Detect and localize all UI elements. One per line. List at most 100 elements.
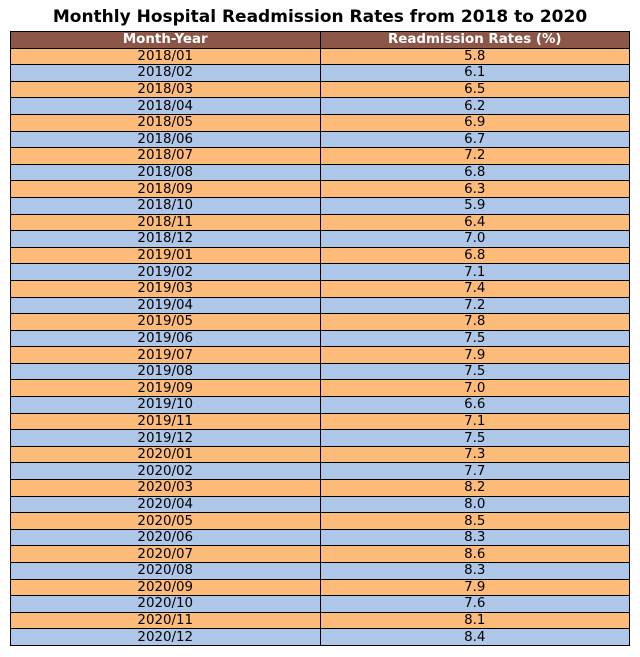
cell-readmission-rate: 7.4: [319, 279, 630, 298]
cell-month-year: 2020/09: [10, 578, 321, 597]
cell-month-year: 2018/01: [10, 47, 321, 66]
cell-readmission-rate: 7.5: [319, 329, 630, 348]
cell-readmission-rate: 7.2: [319, 296, 630, 315]
cell-month-year: 2020/01: [10, 445, 321, 464]
table-body: 2018/01 5.8 2018/02 6.1 2018/03 6.5 2018/04 6.2…: [10, 47, 630, 646]
table-row: 2020/07 8.6: [10, 545, 630, 563]
cell-month-year: 2018/07: [10, 147, 321, 165]
table-row: 2020/10 7.6: [10, 595, 630, 613]
cell-readmission-rate: 6.8: [319, 246, 630, 265]
cell-month-year: 2018/10: [10, 196, 321, 215]
cell-readmission-rate: 8.1: [319, 611, 630, 630]
cell-month-year: 2020/02: [10, 462, 321, 481]
cell-month-year: 2019/11: [10, 412, 321, 431]
cell-readmission-rate: 6.9: [319, 113, 630, 132]
cell-month-year: 2018/03: [10, 80, 321, 99]
table-row: 2019/07 7.9: [10, 346, 630, 364]
cell-readmission-rate: 7.0: [319, 230, 630, 248]
chart-title: Monthly Hospital Readmission Rates from …: [52, 7, 588, 27]
cell-month-year: 2020/12: [10, 628, 321, 646]
table-row: 2018/10 5.9: [10, 196, 630, 215]
cell-readmission-rate: 7.1: [319, 412, 630, 431]
column-header-readmission-rate: Readmission Rates (%): [319, 31, 630, 49]
table-header-row: Month-Year Readmission Rates (%): [10, 31, 630, 49]
cell-month-year: 2019/03: [10, 279, 321, 298]
cell-month-year: 2018/06: [10, 130, 321, 149]
table-row: 2019/06 7.5: [10, 329, 630, 348]
cell-readmission-rate: 5.8: [319, 47, 630, 66]
cell-month-year: 2019/04: [10, 296, 321, 315]
cell-readmission-rate: 5.9: [319, 196, 630, 215]
table-row: 2019/10 6.6: [10, 396, 630, 414]
table-row: 2018/06 6.7: [10, 130, 630, 149]
table-row: 2018/11 6.4: [10, 213, 630, 232]
cell-readmission-rate: 6.2: [319, 97, 630, 115]
table-row: 2019/05 7.8: [10, 313, 630, 331]
cell-readmission-rate: 7.5: [319, 362, 630, 381]
cell-readmission-rate: 7.3: [319, 445, 630, 464]
cell-month-year: 2019/10: [10, 396, 321, 414]
table-row: 2018/12 7.0: [10, 230, 630, 248]
cell-readmission-rate: 7.9: [319, 578, 630, 597]
cell-month-year: 2019/07: [10, 346, 321, 364]
cell-month-year: 2018/04: [10, 97, 321, 115]
cell-month-year: 2019/08: [10, 362, 321, 381]
cell-readmission-rate: 7.2: [319, 147, 630, 165]
table-row: 2020/06 8.3: [10, 528, 630, 547]
cell-month-year: 2018/11: [10, 213, 321, 232]
cell-readmission-rate: 7.7: [319, 462, 630, 481]
cell-month-year: 2019/02: [10, 263, 321, 281]
cell-month-year: 2019/05: [10, 313, 321, 331]
table-row: 2018/07 7.2: [10, 147, 630, 165]
cell-month-year: 2018/02: [10, 64, 321, 82]
table-row: 2019/02 7.1: [10, 263, 630, 281]
cell-readmission-rate: 6.1: [319, 64, 630, 82]
table-row: 2018/08 6.8: [10, 163, 630, 182]
table-row: 2019/08 7.5: [10, 362, 630, 381]
table-row: 2019/09 7.0: [10, 379, 630, 398]
table-row: 2020/05 8.5: [10, 512, 630, 530]
table-row: 2020/09 7.9: [10, 578, 630, 597]
cell-month-year: 2019/09: [10, 379, 321, 398]
table-row: 2018/02 6.1: [10, 64, 630, 82]
cell-month-year: 2020/10: [10, 595, 321, 613]
cell-readmission-rate: 8.6: [319, 545, 630, 563]
cell-readmission-rate: 8.5: [319, 512, 630, 530]
cell-readmission-rate: 7.9: [319, 346, 630, 364]
cell-readmission-rate: 6.8: [319, 163, 630, 182]
cell-month-year: 2020/06: [10, 528, 321, 547]
cell-month-year: 2018/08: [10, 163, 321, 182]
cell-month-year: 2020/11: [10, 611, 321, 630]
cell-month-year: 2020/04: [10, 495, 321, 514]
table-row: 2018/04 6.2: [10, 97, 630, 115]
cell-readmission-rate: 6.4: [319, 213, 630, 232]
cell-month-year: 2019/12: [10, 429, 321, 447]
cell-readmission-rate: 7.6: [319, 595, 630, 613]
cell-month-year: 2020/07: [10, 545, 321, 563]
cell-readmission-rate: 6.7: [319, 130, 630, 149]
cell-readmission-rate: 6.5: [319, 80, 630, 99]
table-row: 2019/12 7.5: [10, 429, 630, 447]
cell-month-year: 2018/12: [10, 230, 321, 248]
table-row: 2019/11 7.1: [10, 412, 630, 431]
cell-readmission-rate: 8.0: [319, 495, 630, 514]
cell-readmission-rate: 7.0: [319, 379, 630, 398]
cell-month-year: 2020/05: [10, 512, 321, 530]
table-row: 2018/01 5.8: [10, 47, 630, 66]
table-row: 2020/08 8.3: [10, 562, 630, 580]
cell-readmission-rate: 7.5: [319, 429, 630, 447]
cell-readmission-rate: 6.3: [319, 180, 630, 198]
cell-readmission-rate: 8.4: [319, 628, 630, 646]
table-row: 2018/03 6.5: [10, 80, 630, 99]
cell-readmission-rate: 7.8: [319, 313, 630, 331]
table-row: 2020/02 7.7: [10, 462, 630, 481]
cell-readmission-rate: 7.1: [319, 263, 630, 281]
cell-readmission-rate: 6.6: [319, 396, 630, 414]
table-row: 2020/12 8.4: [10, 628, 630, 646]
data-table: Month-Year Readmission Rates (%) 2018/01 5…: [10, 31, 630, 646]
table-row: 2020/04 8.0: [10, 495, 630, 514]
cell-readmission-rate: 8.2: [319, 479, 630, 497]
table-row: 2019/03 7.4: [10, 279, 630, 298]
table-row: 2018/05 6.9: [10, 113, 630, 132]
table-row: 2020/01 7.3: [10, 445, 630, 464]
